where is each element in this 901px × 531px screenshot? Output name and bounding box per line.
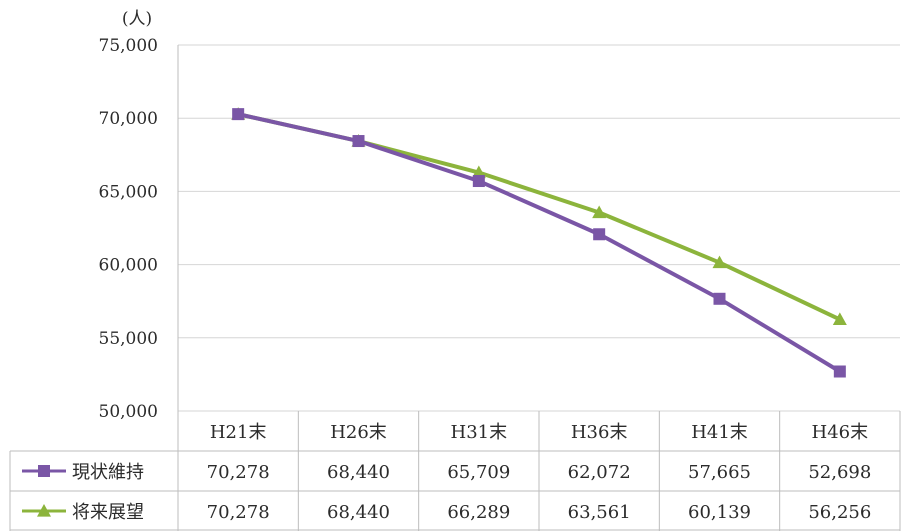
data-point-marker	[593, 228, 605, 240]
legend-label: 将来展望	[72, 502, 144, 523]
table-cell-value: 63,561	[568, 502, 631, 523]
series-line	[238, 114, 840, 371]
series-line	[238, 114, 840, 319]
table-cell-value: 70,278	[207, 502, 270, 523]
x-category-label: H21末	[210, 422, 267, 443]
data-point-marker	[473, 175, 485, 187]
y-axis-unit-label: (人)	[122, 9, 152, 29]
x-category-label: H26末	[330, 422, 387, 443]
data-point-marker	[232, 108, 244, 120]
y-tick-label: 60,000	[99, 256, 158, 276]
series-lines	[231, 107, 847, 377]
data-point-marker	[714, 293, 726, 305]
table-cell-value: 68,440	[327, 502, 390, 523]
table-cell-value: 62,072	[568, 462, 631, 483]
table-cell-value: 66,289	[447, 502, 510, 523]
table-cell-value: 56,256	[808, 502, 871, 523]
y-tick-label: 70,000	[99, 109, 158, 129]
grid-lines	[178, 45, 900, 411]
y-tick-label: 65,000	[99, 182, 158, 202]
table-cell-value: 70,278	[207, 462, 270, 483]
y-tick-label: 55,000	[99, 329, 158, 349]
y-tick-label: 75,000	[99, 36, 158, 56]
table-cell-value: 60,139	[688, 502, 751, 523]
y-tick-label: 50,000	[99, 402, 158, 422]
x-category-label: H31末	[451, 422, 508, 443]
data-point-marker	[353, 135, 365, 147]
table-cell-value: 57,665	[688, 462, 751, 483]
y-axis: 50,000 55,000 60,000 65,000 70,000 75,000 (人)	[99, 9, 178, 531]
x-category-label: H36末	[571, 422, 628, 443]
data-point-marker	[834, 366, 846, 378]
table-cell-value: 65,709	[447, 462, 510, 483]
x-category-label: H41末	[691, 422, 748, 443]
x-category-label: H46末	[812, 422, 869, 443]
legend-key-marker	[38, 465, 50, 477]
table-cell-value: 52,698	[808, 462, 871, 483]
table-cell-value: 68,440	[327, 462, 390, 483]
legend-label: 現状維持	[72, 462, 144, 483]
